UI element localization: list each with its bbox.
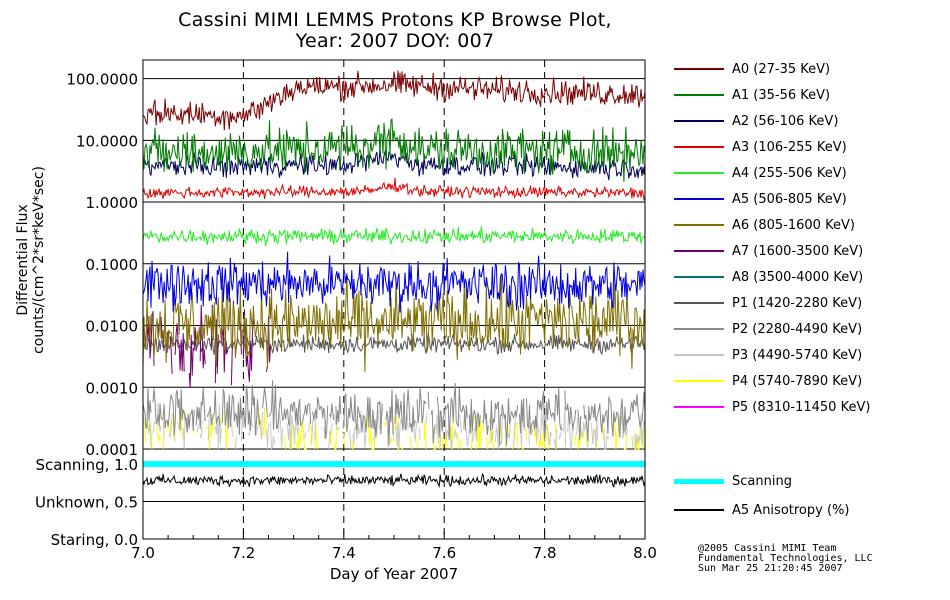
legend-label: A8 (3500-4000 KeV) — [732, 269, 864, 285]
y-tick-label: 0.1000 — [86, 256, 139, 274]
legend-item-status: A5 Anisotropy (%) — [674, 500, 849, 520]
legend-item-status: Scanning — [674, 471, 792, 491]
legend-swatch — [674, 250, 724, 252]
legend-swatch — [674, 380, 724, 382]
y-tick-label: 0.0100 — [86, 318, 139, 336]
legend-swatch — [674, 354, 724, 356]
x-tick-label: 7.2 — [231, 544, 255, 562]
credit-block: @2005 Cassini MIMI Team Fundamental Techn… — [698, 544, 873, 574]
legend-label: A2 (56-106 KeV) — [732, 113, 839, 129]
x-tick-label: 8.0 — [633, 544, 657, 562]
credit-line: Fundamental Technologies, LLC — [698, 553, 873, 564]
legend-label: A0 (27-35 KeV) — [732, 61, 831, 77]
legend-swatch — [674, 328, 724, 330]
y-tick-label: 1.0000 — [86, 194, 139, 212]
legend-swatch — [674, 276, 724, 278]
series-line — [142, 177, 646, 202]
legend-label: P5 (8310-11450 KeV) — [732, 399, 871, 415]
legend-swatch — [674, 406, 724, 408]
series-line — [142, 70, 646, 131]
credit-line: Sun Mar 25 21:20:45 2007 — [698, 563, 843, 574]
legend-item: A5 (506-805 KeV) — [674, 189, 847, 209]
legend-swatch — [674, 478, 724, 484]
series-line — [142, 251, 646, 313]
legend-item: P5 (8310-11450 KeV) — [674, 397, 870, 417]
legend-label: A7 (1600-3500 KeV) — [732, 243, 864, 259]
series-line — [142, 402, 646, 451]
y-axis-label-line: counts/(cm^2*sr*keV*sec) — [31, 166, 47, 354]
y-axis-label: Differential Fluxcounts/(cm^2*sr*keV*sec… — [15, 166, 47, 354]
credit-line: @2005 Cassini MIMI Team — [698, 543, 837, 554]
y-tick-label: 0.0001 — [86, 441, 139, 459]
legend-label: A5 (506-805 KeV) — [732, 191, 847, 207]
legend-swatch — [674, 224, 724, 226]
x-tick-label: 7.4 — [332, 544, 356, 562]
series-line — [144, 300, 271, 389]
legend-label: Scanning — [732, 473, 792, 489]
legend-item: A0 (27-35 KeV) — [674, 59, 830, 79]
legend-item: P2 (2280-4490 KeV) — [674, 319, 862, 339]
y-tick-label: 0.0010 — [86, 379, 139, 397]
legend-item: A1 (35-56 KeV) — [674, 85, 830, 105]
legend-swatch — [674, 509, 724, 511]
legend-label: P2 (2280-4490 KeV) — [732, 321, 863, 337]
legend-item: A4 (255-506 KeV) — [674, 163, 847, 183]
legend-swatch — [674, 120, 724, 122]
legend-swatch — [674, 302, 724, 304]
legend-swatch — [674, 68, 724, 70]
legend-label: P3 (4490-5740 KeV) — [732, 347, 863, 363]
status-tick-label: Scanning, 1.0 — [35, 456, 138, 474]
legend-item: A7 (1600-3500 KeV) — [674, 241, 863, 261]
legend-item: A3 (106-255 KeV) — [674, 137, 847, 157]
series-line — [142, 147, 646, 181]
legend-swatch — [674, 198, 724, 200]
legend-swatch — [674, 146, 724, 148]
legend-item: P1 (1420-2280 KeV) — [674, 293, 862, 313]
y-axis-label-line: Differential Flux — [15, 204, 31, 315]
x-tick-label: 7.0 — [131, 544, 155, 562]
legend-label: A3 (106-255 KeV) — [732, 139, 847, 155]
legend-item: A6 (805-1600 KeV) — [674, 215, 855, 235]
legend-swatch — [674, 172, 724, 174]
status-tick-label: Staring, 0.0 — [51, 531, 138, 549]
legend-label: A6 (805-1600 KeV) — [732, 217, 855, 233]
series-line — [142, 380, 646, 446]
legend-label: A4 (255-506 KeV) — [732, 165, 847, 181]
legend-swatch — [674, 94, 724, 96]
legend-label: A5 Anisotropy (%) — [732, 502, 850, 518]
legend-item: P3 (4490-5740 KeV) — [674, 345, 862, 365]
legend-label: P1 (1420-2280 KeV) — [732, 295, 863, 311]
status-tick-label: Unknown, 0.5 — [35, 494, 138, 512]
anisotropy-line — [142, 472, 646, 488]
y-tick-label: 100.0000 — [66, 71, 138, 89]
legend-label: A1 (35-56 KeV) — [732, 87, 831, 103]
legend-label: P4 (5740-7890 KeV) — [732, 373, 863, 389]
chart-subtitle: Year: 2007 DOY: 007 — [295, 30, 495, 52]
y-tick-label: 10.0000 — [76, 132, 138, 150]
x-axis-label: Day of Year 2007 — [330, 565, 458, 583]
legend-item: P4 (5740-7890 KeV) — [674, 371, 862, 391]
x-tick-label: 7.6 — [432, 544, 456, 562]
series-line — [142, 226, 646, 247]
legend-item: A2 (56-106 KeV) — [674, 111, 838, 131]
series-line — [142, 118, 646, 183]
chart-title: Cassini MIMI LEMMS Protons KP Browse Plo… — [178, 9, 612, 31]
legend-item: A8 (3500-4000 KeV) — [674, 267, 863, 287]
x-tick-label: 7.8 — [533, 544, 557, 562]
